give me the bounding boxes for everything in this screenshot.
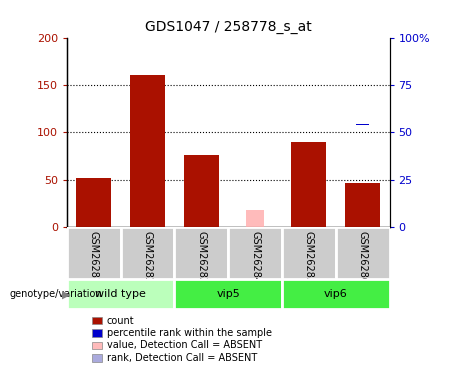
Bar xyxy=(184,155,219,227)
Bar xyxy=(130,75,165,227)
Text: GSM26284: GSM26284 xyxy=(250,231,260,284)
Bar xyxy=(282,227,336,279)
Text: GSM26283: GSM26283 xyxy=(196,231,207,284)
Text: vip5: vip5 xyxy=(216,290,240,299)
Bar xyxy=(336,227,390,279)
Text: GSM26286: GSM26286 xyxy=(358,231,368,284)
Text: wild type: wild type xyxy=(95,290,146,299)
Text: rank, Detection Call = ABSENT: rank, Detection Call = ABSENT xyxy=(107,353,257,363)
Text: vip6: vip6 xyxy=(324,290,348,299)
Bar xyxy=(174,279,282,309)
Text: count: count xyxy=(107,316,135,326)
Bar xyxy=(228,227,282,279)
Text: GSM26282: GSM26282 xyxy=(142,231,153,284)
Bar xyxy=(174,227,228,279)
Text: percentile rank within the sample: percentile rank within the sample xyxy=(107,328,272,338)
Bar xyxy=(282,279,390,309)
Title: GDS1047 / 258778_s_at: GDS1047 / 258778_s_at xyxy=(145,20,312,34)
Bar xyxy=(121,227,174,279)
Text: value, Detection Call = ABSENT: value, Detection Call = ABSENT xyxy=(107,340,262,350)
Bar xyxy=(345,183,380,227)
Text: GSM26285: GSM26285 xyxy=(304,231,314,284)
Bar xyxy=(291,142,326,227)
Text: GSM26281: GSM26281 xyxy=(89,231,99,284)
Text: genotype/variation: genotype/variation xyxy=(9,290,102,299)
Bar xyxy=(246,210,264,227)
Bar xyxy=(67,279,174,309)
Bar xyxy=(76,178,111,227)
Bar xyxy=(67,227,121,279)
Text: ▶: ▶ xyxy=(62,290,71,299)
